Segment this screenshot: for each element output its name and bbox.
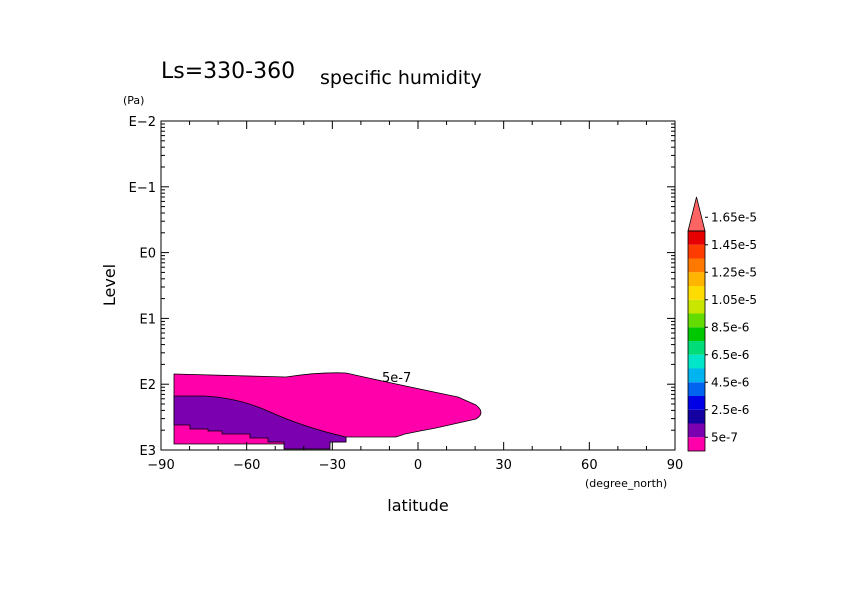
colorbar-frame bbox=[687, 230, 706, 452]
x-tick-label: 60 bbox=[581, 458, 598, 473]
y-tick-label: E3 bbox=[140, 444, 157, 459]
colorbar-swatch bbox=[688, 354, 705, 369]
colorbar-label: 8.5e-6 bbox=[711, 320, 749, 334]
y-axis-label: Level bbox=[100, 264, 119, 306]
colorbar: 5e-7 2.5e-6 4.5e-6 6.5e-6 8.5e-6 1.05e-5 1.25e… bbox=[687, 196, 757, 452]
x-tick-label: 30 bbox=[495, 458, 512, 473]
colorbar-swatch bbox=[688, 437, 705, 451]
colorbar-swatch bbox=[688, 382, 705, 396]
colorbar-swatch bbox=[688, 327, 705, 341]
colorbar-swatch bbox=[688, 286, 705, 300]
colorbar-swatch bbox=[688, 244, 705, 259]
colorbar-label: 1.05e-5 bbox=[711, 293, 757, 307]
colorbar-label: 1.45e-5 bbox=[711, 238, 757, 252]
colorbar-label: 4.5e-6 bbox=[711, 375, 749, 389]
colorbar-label: 2.5e-6 bbox=[711, 403, 749, 417]
colorbar-label: 5e-7 bbox=[711, 430, 738, 444]
x-axis-label: latitude bbox=[387, 496, 448, 515]
x-tick-label: 0 bbox=[414, 458, 422, 473]
chart-title: Ls=330-360 bbox=[161, 59, 295, 84]
x-unit-label: (degree_north) bbox=[585, 477, 667, 490]
contour-region-2.5e-6 bbox=[173, 395, 347, 450]
contour-fill-group: 5e-7 bbox=[173, 371, 482, 450]
colorbar-swatch bbox=[688, 423, 705, 438]
x-tick-label: −90 bbox=[147, 458, 174, 473]
colorbar-label: 6.5e-6 bbox=[711, 348, 749, 362]
y-axis: E3 E2 E1 E0 E−1 E−2 bbox=[129, 115, 675, 459]
x-axis: −90 −60 −30 0 30 60 90 bbox=[147, 121, 683, 473]
colorbar-swatch bbox=[688, 409, 705, 424]
colorbar-label: 1.65e-5 bbox=[711, 210, 757, 224]
y-tick-label: E−1 bbox=[129, 181, 156, 196]
y-tick-label: E1 bbox=[140, 312, 157, 327]
y-unit-label: (Pa) bbox=[123, 94, 144, 107]
colorbar-extend-arrow bbox=[687, 196, 706, 232]
colorbar-label: 1.25e-5 bbox=[711, 265, 757, 279]
colorbar-swatch bbox=[688, 396, 705, 410]
colorbar-swatch bbox=[688, 313, 705, 328]
chart-variable: specific humidity bbox=[320, 67, 482, 89]
colorbar-swatch bbox=[688, 258, 705, 273]
y-tick-label: E−2 bbox=[129, 115, 156, 130]
x-tick-label: 90 bbox=[667, 458, 684, 473]
colorbar-swatch bbox=[688, 272, 705, 286]
x-tick-label: −60 bbox=[233, 458, 260, 473]
x-tick-label: −30 bbox=[319, 458, 346, 473]
contour-label: 5e-7 bbox=[382, 371, 411, 386]
colorbar-swatch bbox=[688, 299, 705, 314]
y-tick-label: E0 bbox=[140, 247, 157, 262]
colorbar-swatch bbox=[688, 231, 705, 245]
y-tick-label: E2 bbox=[140, 378, 157, 393]
colorbar-swatch bbox=[688, 368, 705, 383]
colorbar-swatch bbox=[688, 341, 705, 355]
